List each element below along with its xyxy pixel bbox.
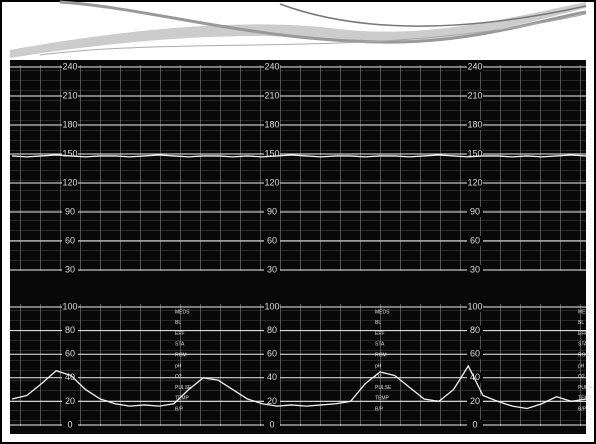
annotation: BL <box>175 320 181 326</box>
y-tick-label: 180 <box>264 119 279 129</box>
annotation: pH <box>578 363 585 369</box>
annotation: O2 <box>175 374 182 380</box>
annotation: O2 <box>578 374 585 380</box>
annotation: ROM <box>175 353 187 359</box>
annotation: pH <box>175 363 182 369</box>
y-tick-label: 210 <box>467 90 482 100</box>
y-tick-label: 180 <box>62 119 77 129</box>
y-tick-label: 90 <box>267 206 277 216</box>
y-tick-label: 30 <box>267 264 277 274</box>
annotation: pH <box>375 363 382 369</box>
y-tick-label: 240 <box>62 61 77 71</box>
y-tick-label: 150 <box>62 148 77 158</box>
y-tick-label: 100 <box>62 301 77 311</box>
y-tick-label: 240 <box>264 61 279 71</box>
y-tick-label: 0 <box>67 419 72 429</box>
annotation: EFF <box>375 331 384 337</box>
y-tick-label: 90 <box>470 206 480 216</box>
annotation: BL <box>578 320 584 326</box>
y-tick-label: 210 <box>264 90 279 100</box>
slide: 3030306060609090901201201201501501501801… <box>0 0 596 444</box>
y-tick-label: 30 <box>470 264 480 274</box>
y-tick-label: 60 <box>267 349 277 359</box>
y-tick-label: 40 <box>267 372 277 382</box>
y-tick-label: 210 <box>62 90 77 100</box>
y-tick-label: 240 <box>467 61 482 71</box>
y-tick-label: 60 <box>65 235 75 245</box>
annotation: B/P <box>578 407 587 413</box>
annotation: EFF <box>578 331 587 337</box>
y-tick-label: 20 <box>65 396 75 406</box>
y-tick-label: 60 <box>470 235 480 245</box>
y-tick-label: 0 <box>472 419 477 429</box>
annotation: STA <box>578 342 588 348</box>
y-tick-label: 80 <box>470 325 480 335</box>
annotation: MEDS <box>578 309 593 315</box>
y-tick-label: 180 <box>467 119 482 129</box>
y-tick-label: 120 <box>467 177 482 187</box>
annotation: B/P <box>375 407 384 413</box>
uc-grid <box>10 304 586 426</box>
annotation: PULSE <box>175 385 192 391</box>
y-tick-label: 60 <box>470 349 480 359</box>
y-tick-label: 60 <box>65 349 75 359</box>
annotation: MEDS <box>375 309 390 315</box>
annotation: ROM <box>375 353 387 359</box>
y-tick-label: 90 <box>65 206 75 216</box>
y-tick-label: 0 <box>269 419 274 429</box>
y-tick-label: 60 <box>267 235 277 245</box>
y-tick-label: 80 <box>267 325 277 335</box>
y-tick-label: 20 <box>470 396 480 406</box>
annotation: PULSE <box>375 385 392 391</box>
annotation: TEMP <box>375 396 390 402</box>
y-tick-label: 100 <box>264 301 279 311</box>
y-tick-label: 30 <box>65 264 75 274</box>
y-tick-label: 120 <box>264 177 279 187</box>
y-tick-label: 80 <box>65 325 75 335</box>
y-tick-label: 100 <box>467 301 482 311</box>
annotation: MEDS <box>175 309 190 315</box>
annotation: EFF <box>175 331 184 337</box>
annotation: ROM <box>578 353 590 359</box>
annotation: BL <box>375 320 381 326</box>
annotation: STA <box>175 342 185 348</box>
annotation: PULSE <box>578 385 595 391</box>
y-tick-label: 120 <box>62 177 77 187</box>
annotation: B/P <box>175 407 184 413</box>
annotation: STA <box>375 342 385 348</box>
